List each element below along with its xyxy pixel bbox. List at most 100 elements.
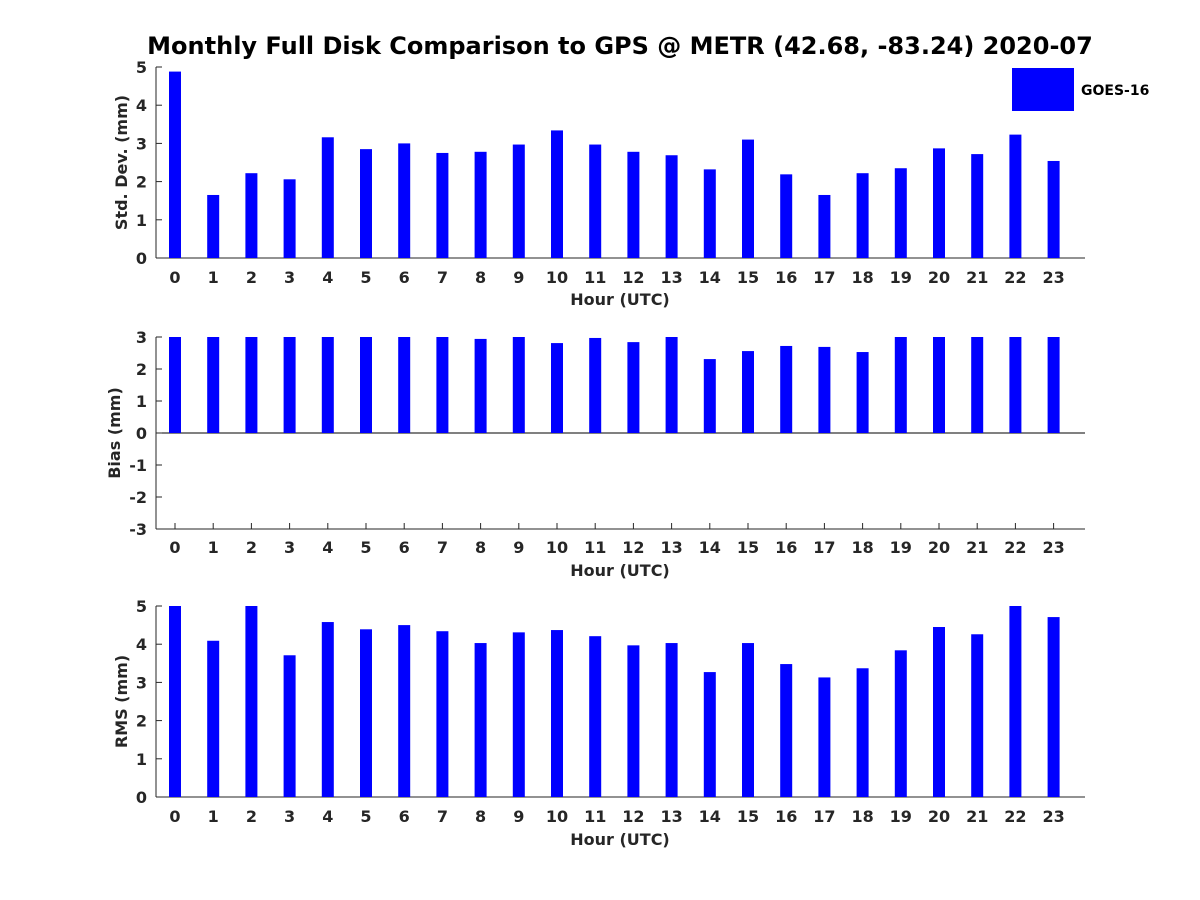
- bar: [933, 337, 945, 433]
- bar: [436, 631, 449, 797]
- bar: [856, 668, 869, 797]
- x-tick-label: 7: [437, 538, 448, 557]
- y-tick-label: 5: [136, 58, 147, 77]
- bar: [169, 337, 181, 433]
- x-tick-label: 22: [1004, 538, 1026, 557]
- bar: [283, 179, 296, 258]
- x-tick-label: 10: [546, 807, 568, 826]
- x-tick-label: 17: [813, 268, 835, 287]
- bar: [742, 351, 754, 433]
- x-tick-label: 22: [1004, 807, 1026, 826]
- x-tick-label: 3: [284, 538, 295, 557]
- y-tick-label: 1: [136, 750, 147, 769]
- bar: [169, 606, 181, 797]
- bar: [933, 627, 945, 797]
- y-tick-label: 0: [136, 249, 147, 268]
- x-tick-label: 15: [737, 807, 759, 826]
- bar: [512, 337, 525, 433]
- bar: [512, 144, 525, 258]
- x-tick-label: 20: [928, 268, 950, 287]
- bar: [627, 645, 640, 797]
- x-tick-label: 5: [360, 807, 371, 826]
- bar: [360, 337, 372, 433]
- x-axis-label: Hour (UTC): [570, 290, 670, 309]
- x-tick-label: 12: [622, 807, 644, 826]
- y-tick-label: 1: [136, 392, 147, 411]
- bar: [589, 337, 602, 433]
- x-tick-label: 8: [475, 538, 486, 557]
- x-tick-label: 13: [660, 807, 682, 826]
- bar: [894, 168, 907, 258]
- x-axis-label: Hour (UTC): [570, 830, 670, 849]
- bar: [245, 606, 258, 797]
- bar: [283, 655, 296, 797]
- x-tick-label: 17: [813, 807, 835, 826]
- bar: [207, 640, 220, 797]
- bar: [665, 337, 678, 433]
- bar: [1047, 617, 1060, 797]
- x-tick-label: 4: [322, 538, 333, 557]
- bar: [1047, 160, 1060, 258]
- x-tick-label: 12: [622, 538, 644, 557]
- bar: [398, 625, 411, 797]
- bar: [321, 137, 334, 258]
- x-tick-label: 21: [966, 538, 988, 557]
- x-tick-label: 19: [890, 268, 912, 287]
- y-axis-label: Bias (mm): [105, 387, 124, 479]
- bar: [1009, 337, 1022, 433]
- x-tick-label: 22: [1004, 268, 1026, 287]
- bar: [703, 359, 716, 433]
- x-tick-label: 18: [851, 268, 873, 287]
- bar: [436, 337, 449, 433]
- x-tick-label: 18: [851, 807, 873, 826]
- x-tick-label: 4: [322, 807, 333, 826]
- y-tick-label: 0: [136, 424, 147, 443]
- x-tick-label: 12: [622, 268, 644, 287]
- x-tick-label: 14: [699, 807, 721, 826]
- x-tick-label: 21: [966, 807, 988, 826]
- x-tick-label: 0: [169, 268, 180, 287]
- x-tick-label: 7: [437, 268, 448, 287]
- x-tick-label: 13: [660, 538, 682, 557]
- y-tick-label: 3: [136, 134, 147, 153]
- x-tick-label: 1: [208, 268, 219, 287]
- bar: [360, 149, 372, 258]
- x-tick-label: 15: [737, 268, 759, 287]
- y-tick-label: -2: [129, 488, 147, 507]
- bar: [703, 169, 716, 258]
- x-tick-label: 6: [399, 807, 410, 826]
- x-tick-label: 9: [513, 807, 524, 826]
- bar: [589, 636, 602, 797]
- x-tick-label: 19: [890, 807, 912, 826]
- x-tick-label: 0: [169, 807, 180, 826]
- bar: [1009, 606, 1022, 797]
- x-tick-label: 2: [246, 807, 257, 826]
- x-tick-label: 3: [284, 807, 295, 826]
- x-tick-label: 14: [699, 268, 721, 287]
- x-tick-label: 23: [1042, 538, 1064, 557]
- bar: [856, 352, 869, 433]
- bar: [780, 345, 793, 433]
- x-tick-label: 13: [660, 268, 682, 287]
- y-tick-label: 0: [136, 788, 147, 807]
- x-tick-label: 4: [322, 268, 333, 287]
- x-axis-label: Hour (UTC): [570, 561, 670, 580]
- chart-title: Monthly Full Disk Comparison to GPS @ ME…: [147, 32, 1093, 60]
- bar: [321, 622, 334, 797]
- x-tick-label: 23: [1042, 807, 1064, 826]
- bar: [169, 71, 181, 258]
- legend: GOES-16: [1012, 68, 1149, 111]
- y-tick-label: 2: [136, 173, 147, 192]
- bar: [742, 643, 754, 797]
- bar: [665, 643, 678, 797]
- x-tick-label: 8: [475, 268, 486, 287]
- x-tick-label: 7: [437, 807, 448, 826]
- bar: [207, 337, 220, 433]
- x-tick-label: 16: [775, 268, 797, 287]
- bar: [474, 338, 487, 433]
- x-tick-label: 0: [169, 538, 180, 557]
- bar: [283, 337, 296, 433]
